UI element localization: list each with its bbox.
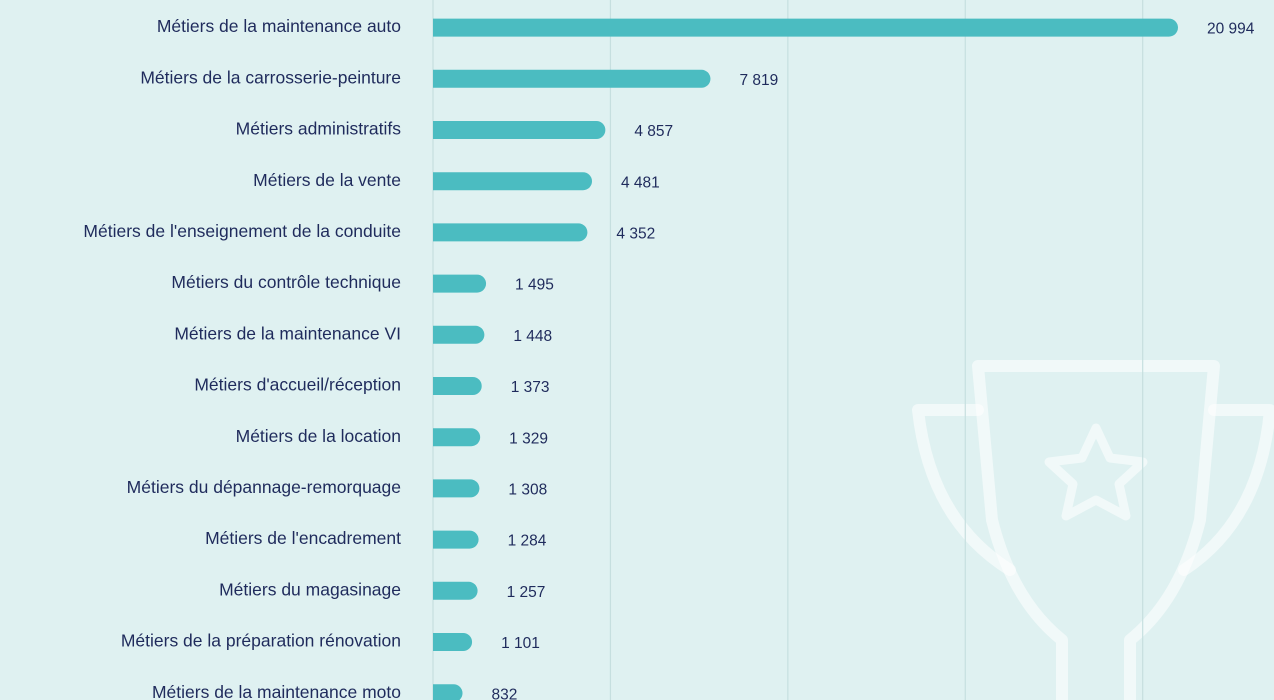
bar	[433, 684, 463, 700]
value-label: 1 329	[509, 430, 548, 447]
value-label: 1 373	[511, 379, 550, 396]
value-label: 1 257	[507, 584, 546, 601]
category-label: Métiers de la maintenance VI	[174, 323, 401, 343]
bar	[433, 581, 478, 600]
trophy-icon	[912, 360, 1274, 700]
bar	[433, 172, 593, 191]
bar	[433, 274, 487, 293]
category-label: Métiers de l'encadrement	[205, 528, 401, 548]
value-label: 1 495	[515, 277, 554, 294]
category-label: Métiers de l'enseignement de la conduite	[83, 221, 401, 241]
category-label: Métiers de la carrosserie-peinture	[140, 67, 401, 87]
value-label: 832	[492, 686, 518, 700]
bar	[433, 530, 479, 549]
plot: Métiers de la maintenance auto 20 994 Méti…	[83, 0, 1255, 700]
value-label: 20 994	[1207, 21, 1255, 38]
category-label: Métiers d'accueil/réception	[194, 375, 401, 395]
category-label: Métiers administratifs	[236, 119, 402, 139]
category-label: Métiers de la location	[236, 426, 401, 446]
category-label: Métiers de la maintenance moto	[152, 682, 401, 700]
bar	[433, 121, 606, 139]
category-label: Métiers de la vente	[253, 170, 401, 190]
bar	[433, 428, 481, 447]
category-label: Métiers du contrôle technique	[171, 272, 401, 292]
value-label: 4 857	[634, 123, 673, 140]
category-label: Métiers du dépannage-remorquage	[127, 477, 401, 497]
category-label: Métiers de la maintenance auto	[157, 16, 401, 36]
bar	[433, 69, 711, 88]
bar	[433, 479, 480, 498]
value-label: 4 352	[616, 225, 655, 242]
value-label: 1 308	[508, 481, 547, 498]
category-label: Métiers du magasinage	[219, 579, 401, 599]
value-label: 1 101	[501, 635, 540, 652]
value-label: 4 481	[621, 174, 660, 191]
bar	[433, 325, 485, 344]
value-label: 1 284	[508, 533, 547, 550]
category-label: Métiers de la préparation rénovation	[121, 631, 401, 651]
value-label: 7 819	[739, 72, 778, 89]
bar	[433, 633, 473, 651]
bar	[433, 18, 1178, 37]
bar	[433, 223, 588, 242]
value-label: 1 448	[513, 328, 552, 345]
bar	[433, 377, 482, 395]
